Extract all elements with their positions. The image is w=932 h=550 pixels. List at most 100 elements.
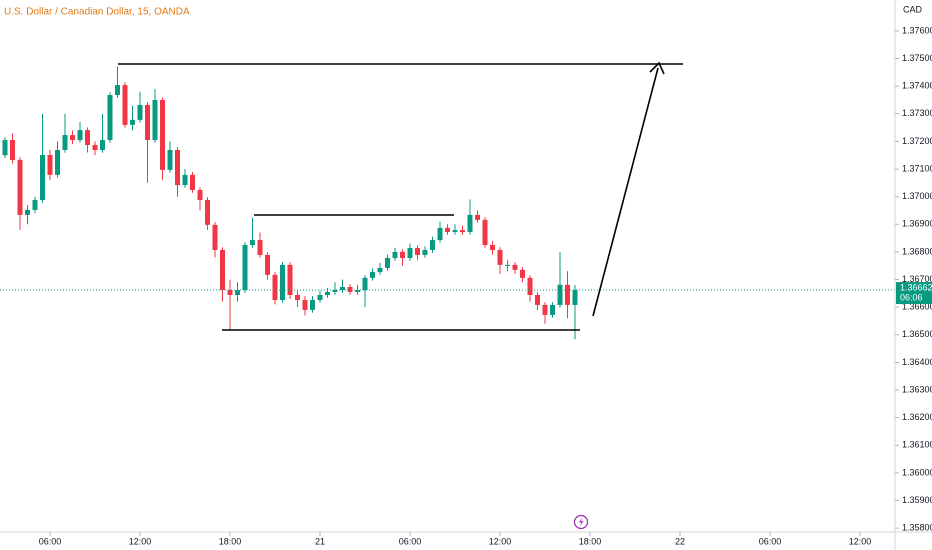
candle-body <box>467 214 473 233</box>
candle-body <box>182 174 188 186</box>
candle-body <box>370 272 376 278</box>
drawings <box>118 61 683 331</box>
last-price-label: 1.36662 <box>900 282 932 292</box>
arrow-head <box>649 61 665 75</box>
candle-body <box>302 299 308 310</box>
y-tick-label: 1.37100 <box>902 163 932 173</box>
candle-body <box>452 230 458 233</box>
candle-body <box>317 295 323 300</box>
x-tick-label: 06:00 <box>759 536 782 546</box>
y-tick-label: 1.36600 <box>902 302 932 312</box>
candle-body <box>62 135 68 150</box>
candle-body <box>437 227 443 241</box>
x-tick-label: 18:00 <box>219 536 242 546</box>
candle-body <box>400 251 406 258</box>
y-tick-label: 1.37400 <box>902 81 932 91</box>
candle-body <box>385 257 391 268</box>
candle-body <box>242 245 248 291</box>
candle-body <box>489 245 495 250</box>
x-tick-label: 22 <box>675 536 685 546</box>
candle-body <box>504 264 510 266</box>
candle-body <box>527 277 533 296</box>
projection-arrow <box>592 67 659 317</box>
y-tick-label: 1.37600 <box>902 25 932 35</box>
y-tick-label: 1.36500 <box>902 329 932 339</box>
candle-body <box>422 249 428 255</box>
candle-body <box>512 264 518 270</box>
y-tick-label: 1.35900 <box>902 495 932 505</box>
candle-body <box>160 99 166 170</box>
candle-body <box>77 130 83 141</box>
candle-body <box>227 290 233 296</box>
candle-body <box>445 227 450 233</box>
candle-body <box>415 248 421 255</box>
candle-body <box>430 240 436 250</box>
candle-body <box>47 154 53 175</box>
candle-body <box>572 290 578 305</box>
candle-body <box>2 140 8 156</box>
x-tick-label: 12:00 <box>489 536 512 546</box>
candle-body <box>287 264 293 296</box>
candle-body <box>564 284 570 305</box>
candle-body <box>392 251 398 258</box>
event-icon <box>573 514 589 530</box>
y-tick-label: 1.37500 <box>902 53 932 63</box>
candle-body <box>220 249 226 291</box>
candle-body <box>100 140 106 150</box>
x-tick-label: 06:00 <box>399 536 422 546</box>
candle-body <box>145 104 151 141</box>
candle-body <box>32 199 38 210</box>
candle-body <box>85 130 91 146</box>
candle-body <box>542 304 548 315</box>
y-tick-label: 1.36300 <box>902 384 932 394</box>
x-tick-label: 12:00 <box>849 536 872 546</box>
candle-body <box>534 295 540 305</box>
candle-body <box>482 219 488 246</box>
candle-body <box>355 290 361 292</box>
x-tick-label: 18:00 <box>579 536 602 546</box>
candle-body <box>325 291 331 296</box>
y-tick-label: 1.35800 <box>902 523 932 533</box>
x-tick-label: 06:00 <box>39 536 62 546</box>
y-tick-label: 1.36900 <box>902 219 932 229</box>
candle-body <box>10 140 16 160</box>
countdown-label: 06:06 <box>900 292 923 302</box>
candle-body <box>55 149 61 175</box>
chart-title: U.S. Dollar / Canadian Dollar, 15, OANDA <box>4 7 190 18</box>
y-tick-label: 1.36800 <box>902 246 932 256</box>
candle-body <box>130 119 136 125</box>
candle-body <box>235 290 241 296</box>
candle-body <box>92 145 98 150</box>
plot-area <box>0 66 895 340</box>
y-tick-label: 1.36000 <box>902 467 932 477</box>
candle-body <box>122 85 128 125</box>
candle-body <box>197 190 203 200</box>
y-tick-label: 1.37000 <box>902 191 932 201</box>
lightning <box>579 517 584 527</box>
candle-body <box>152 99 158 141</box>
candle-body <box>497 249 503 265</box>
candle-body <box>295 295 301 300</box>
candle-body <box>347 286 353 292</box>
y-tick-label: 1.36100 <box>902 440 932 450</box>
last-price-badge <box>896 282 932 305</box>
candle-body <box>70 135 76 141</box>
x-tick-label: 21 <box>315 536 325 546</box>
y-tick-label: 1.37300 <box>902 108 932 118</box>
currency-label: CAD <box>903 4 923 14</box>
y-tick-label: 1.36400 <box>902 357 932 367</box>
candle-body <box>107 95 113 141</box>
candle-body <box>250 240 256 246</box>
candle-body <box>25 209 31 215</box>
y-tick-label: 1.36700 <box>902 274 932 284</box>
y-tick-label: 1.36200 <box>902 412 932 422</box>
candle-body <box>280 264 286 300</box>
candle-body <box>332 290 338 292</box>
candle-body <box>362 277 368 291</box>
candle-body <box>167 149 173 170</box>
candle-body <box>519 269 525 278</box>
candle-body <box>474 214 480 220</box>
candle-body <box>190 174 196 191</box>
